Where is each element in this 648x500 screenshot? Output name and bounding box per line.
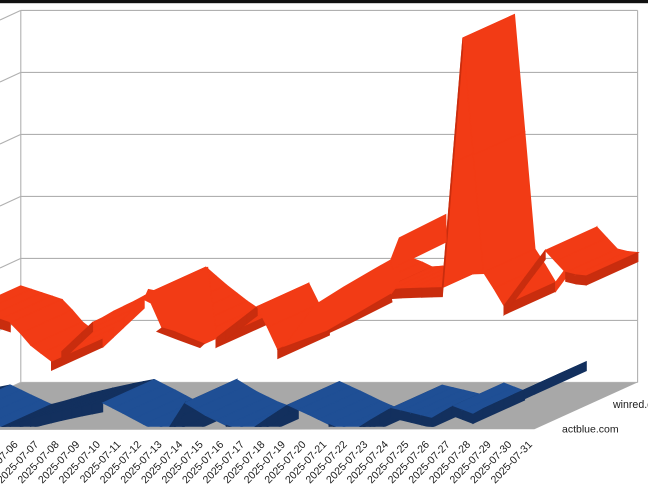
svg-text:winred.com: winred.com	[612, 399, 648, 411]
svg-text:actblue.com: actblue.com	[562, 424, 619, 436]
